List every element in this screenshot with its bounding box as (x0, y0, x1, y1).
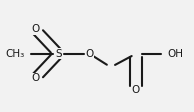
Text: O: O (31, 73, 39, 83)
Text: CH₃: CH₃ (5, 49, 25, 59)
Text: O: O (31, 24, 39, 34)
Text: OH: OH (167, 49, 183, 59)
Text: O: O (85, 49, 94, 59)
Text: O: O (132, 85, 140, 95)
Text: S: S (55, 49, 62, 59)
